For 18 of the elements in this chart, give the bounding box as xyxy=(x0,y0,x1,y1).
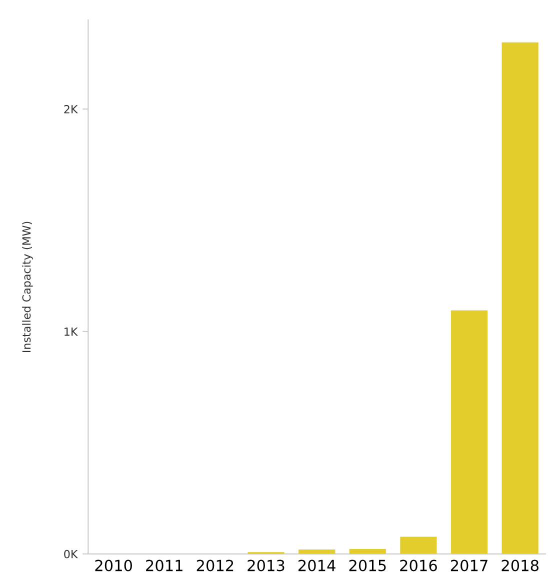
y-tick-label: 0K xyxy=(64,550,78,558)
y-tick-label: 2K xyxy=(64,105,78,114)
x-tick-label: 2013 xyxy=(248,560,284,572)
x-tick-label: 2017 xyxy=(450,560,488,572)
x-tick-label: 2011 xyxy=(146,560,182,572)
x-tick-label: 2015 xyxy=(349,560,386,572)
y-axis-title: Installed Capacity (MW) xyxy=(22,222,33,352)
bar xyxy=(450,310,488,554)
bar xyxy=(298,549,336,554)
bar xyxy=(349,549,386,554)
x-tick-label: 2018 xyxy=(502,560,538,572)
x-tick-label: 2010 xyxy=(95,560,132,572)
x-tick-label: 2016 xyxy=(400,560,437,572)
bar xyxy=(502,42,538,554)
x-tick-label: 2012 xyxy=(196,560,234,572)
x-tick-label: 2014 xyxy=(298,560,336,572)
y-tick-label: 1K xyxy=(64,328,78,336)
bar xyxy=(400,536,437,554)
